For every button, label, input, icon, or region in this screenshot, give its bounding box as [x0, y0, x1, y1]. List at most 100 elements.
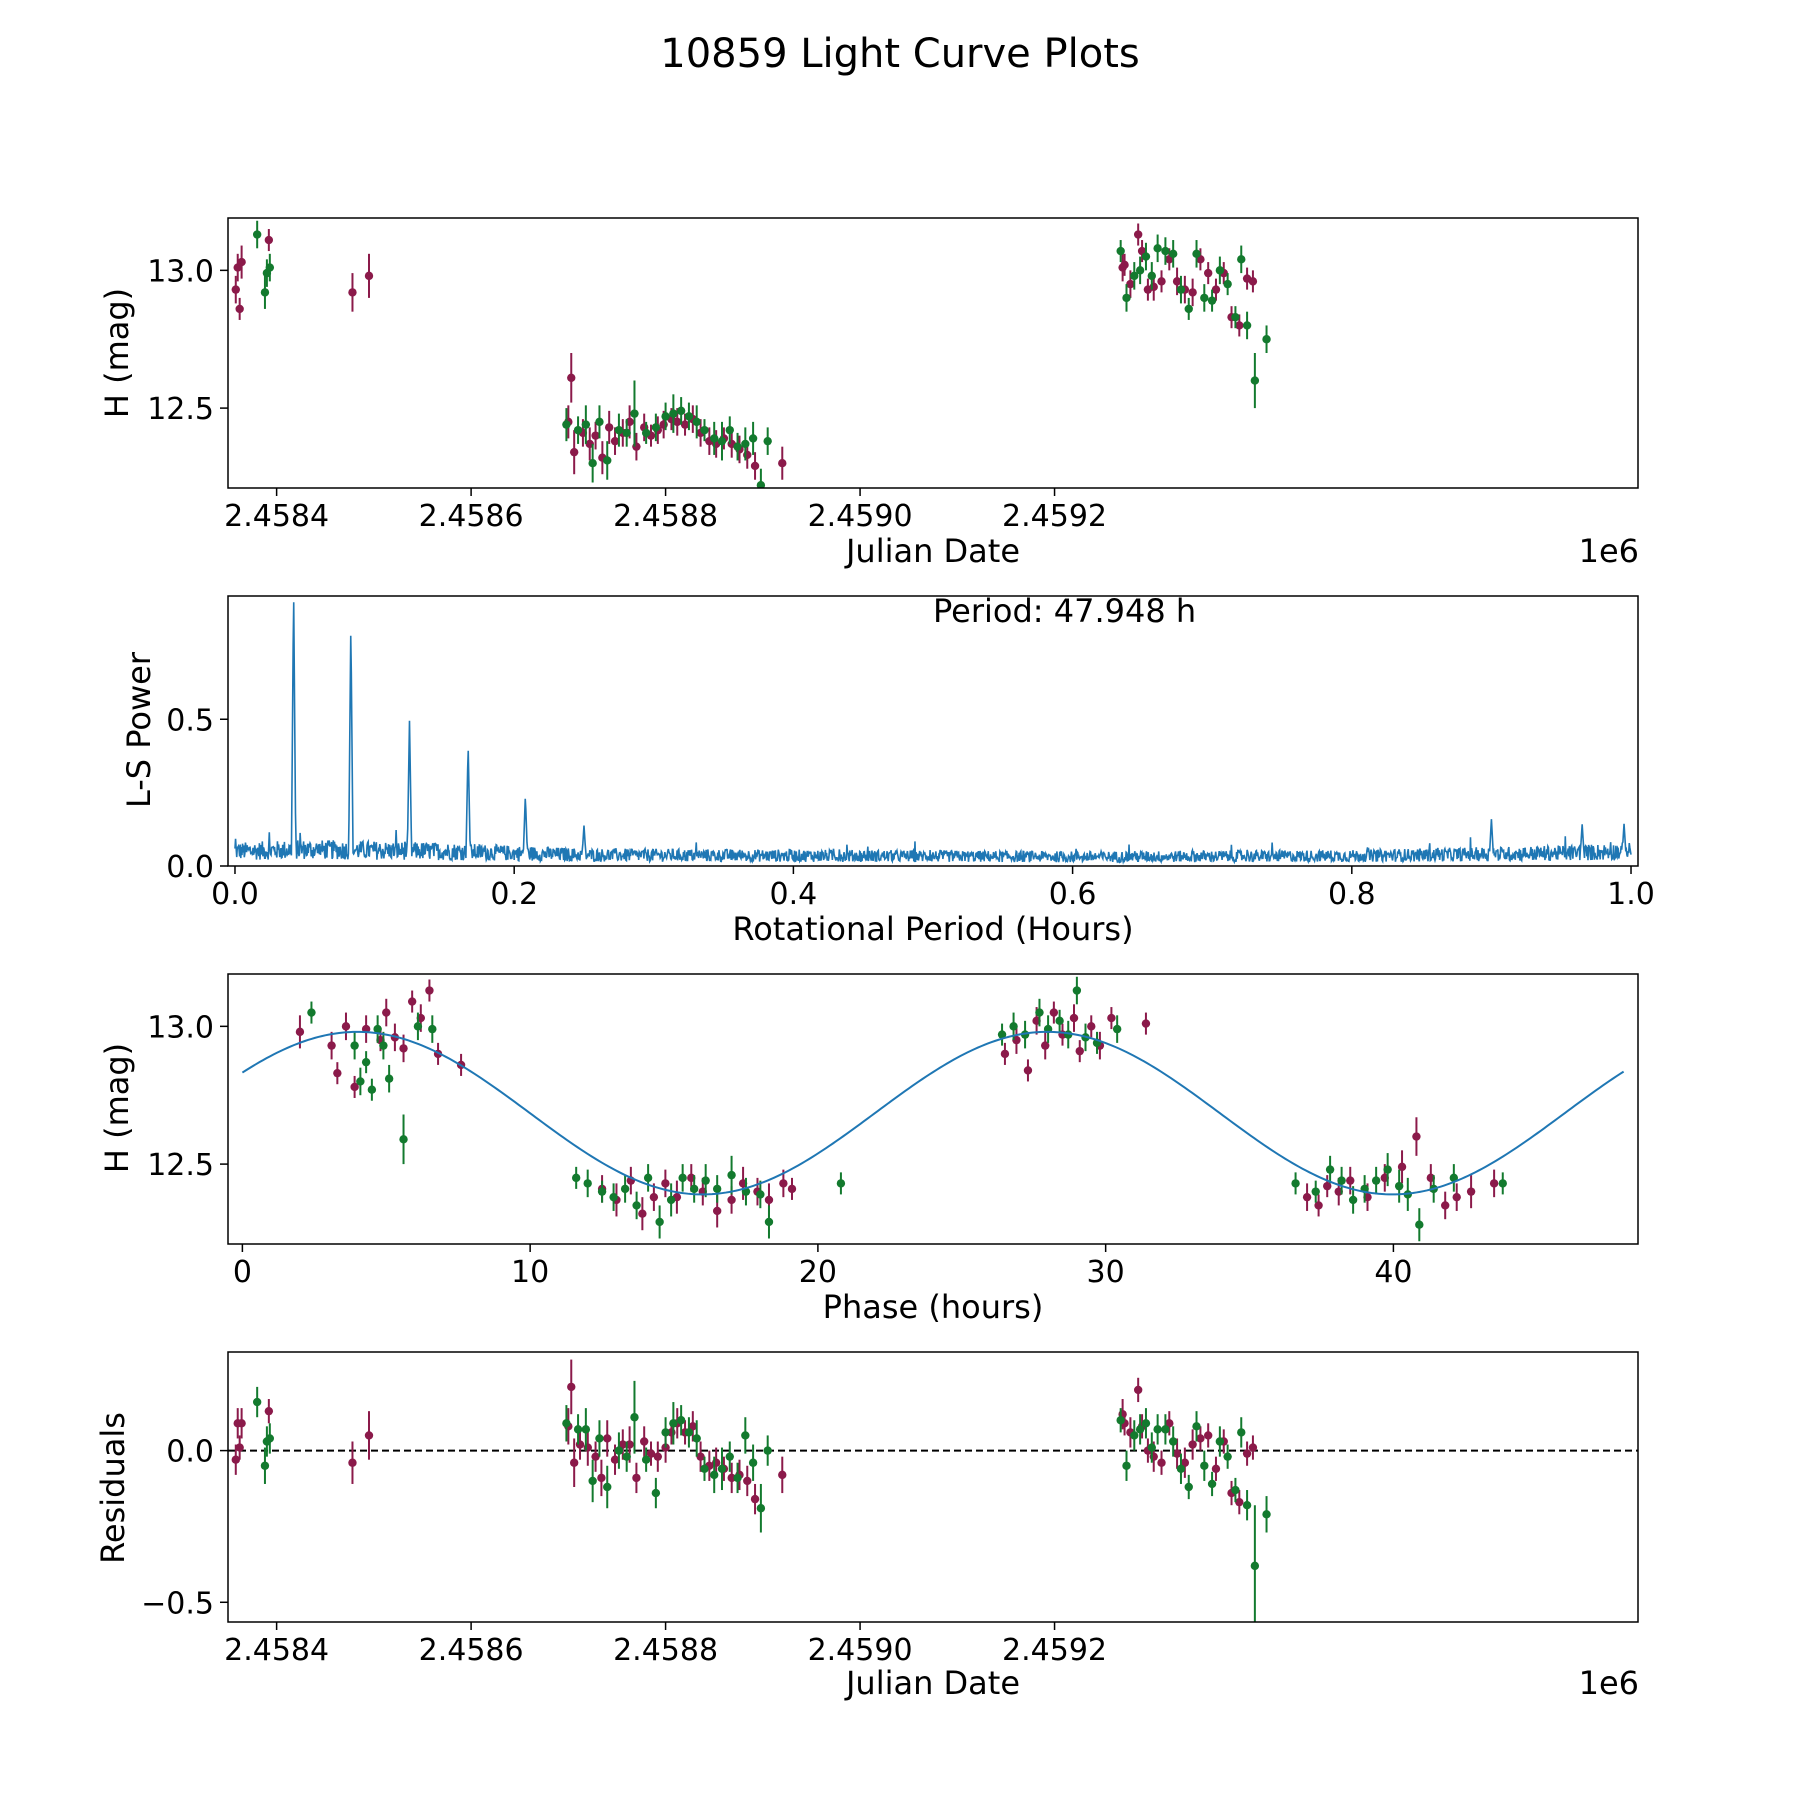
data-point [1133, 230, 1143, 239]
data-point [265, 1434, 275, 1443]
data-point [231, 1455, 240, 1464]
data-point [1203, 268, 1213, 278]
data-point [997, 1030, 1007, 1039]
residuals-xtick-label: 2.4588 [613, 1633, 718, 1668]
data-point [1235, 321, 1244, 330]
residuals-xtick-label: 2.4584 [224, 1633, 329, 1668]
data-point [609, 1192, 618, 1202]
data-point [1383, 1165, 1392, 1174]
data-point [1371, 1176, 1381, 1185]
period-annotation: Period: 47.948 h [933, 592, 1196, 630]
data-point [610, 1455, 620, 1464]
lightcurve-offset-label: 1e6 [1579, 532, 1639, 570]
data-point [1161, 1425, 1170, 1434]
data-point [573, 425, 583, 435]
data-point [1000, 1049, 1010, 1059]
data-point [588, 459, 597, 468]
data-point [756, 1190, 765, 1199]
data-point [756, 481, 766, 488]
data-point [1207, 296, 1217, 305]
residuals-xtick-label: 2.4592 [1002, 1633, 1107, 1668]
data-point [651, 1488, 661, 1498]
data-point [733, 1473, 742, 1483]
data-point [763, 1446, 772, 1455]
data-point [673, 417, 682, 427]
data-point [413, 1022, 423, 1031]
data-point [696, 1452, 705, 1461]
data-point [1107, 1013, 1116, 1023]
periodogram-ytick-label: 0.5 [166, 703, 214, 738]
data-point [1172, 1449, 1182, 1458]
residuals-xtick-label: 2.4586 [419, 1633, 524, 1668]
data-point [327, 1041, 336, 1050]
data-point [669, 409, 678, 418]
data-point [588, 1476, 597, 1486]
data-point [265, 263, 275, 272]
data-point [1133, 1385, 1143, 1395]
data-point [688, 1422, 698, 1431]
data-point [1302, 1192, 1312, 1202]
data-point [1452, 1192, 1461, 1202]
data-point [367, 1085, 377, 1094]
data-point [1184, 1482, 1193, 1492]
periodogram-xtick-label: 1.0 [1607, 877, 1655, 912]
data-point [1215, 1437, 1225, 1446]
data-point [571, 1173, 581, 1183]
phased-xtick-label: 0 [233, 1255, 252, 1290]
data-point [1157, 277, 1166, 286]
data-point [712, 1184, 722, 1194]
data-point [1165, 1419, 1174, 1428]
residuals-ylabel: Residuals [94, 1412, 132, 1564]
periodogram-panel: L-S Power Rotational Period (Hours) Peri… [120, 592, 1196, 948]
data-point [1180, 1458, 1190, 1467]
data-point [591, 1452, 600, 1461]
data-point [1466, 1187, 1476, 1196]
data-point [350, 1082, 359, 1092]
data-point [1231, 312, 1240, 322]
data-point [1211, 1464, 1221, 1473]
data-point [684, 412, 694, 421]
data-point [1242, 321, 1252, 330]
data-point [1262, 335, 1271, 344]
data-point [1346, 1176, 1355, 1185]
lightcurve-points [231, 220, 1271, 488]
lightcurve-xtick-label: 2.4586 [419, 499, 524, 534]
data-point [710, 1470, 719, 1480]
data-point [235, 1443, 244, 1452]
lightcurve-xtick-label: 2.4588 [613, 499, 718, 534]
data-point [1120, 260, 1129, 270]
data-point [260, 288, 270, 297]
phased-axes: 0 10 20 30 40 12.5 13.0 [147, 1010, 1412, 1290]
residuals-panel: Residuals Julian Date 1e6 [94, 1412, 1639, 1702]
data-point [399, 1135, 408, 1144]
data-point [692, 1434, 701, 1443]
data-point [680, 420, 690, 429]
lightcurve-ytick-label: 13.0 [147, 254, 214, 289]
data-point [733, 442, 742, 451]
phased-xtick-label: 30 [1087, 1255, 1125, 1290]
data-point [779, 1179, 788, 1188]
data-point [620, 1184, 630, 1194]
data-point [595, 1434, 604, 1443]
data-point [333, 1068, 342, 1078]
data-point [604, 423, 614, 432]
data-point [1188, 1440, 1197, 1449]
data-point [646, 1449, 656, 1458]
data-point [1237, 1428, 1246, 1437]
data-point [1237, 255, 1246, 264]
data-point [661, 412, 670, 421]
data-point [235, 304, 244, 314]
data-point [717, 436, 727, 446]
data-point [1049, 1008, 1059, 1017]
data-point [743, 1476, 752, 1486]
phased-xtick-label: 20 [799, 1255, 837, 1290]
figure-title: 10859 Light Curve Plots [660, 31, 1139, 77]
data-point [700, 1464, 709, 1473]
data-point [1235, 1497, 1244, 1507]
data-point [583, 1179, 592, 1188]
data-point [567, 1382, 576, 1392]
data-point [614, 425, 624, 435]
data-point [1323, 1181, 1332, 1191]
periodogram-xtick-label: 0.8 [1328, 877, 1376, 912]
data-point [1200, 1461, 1209, 1470]
